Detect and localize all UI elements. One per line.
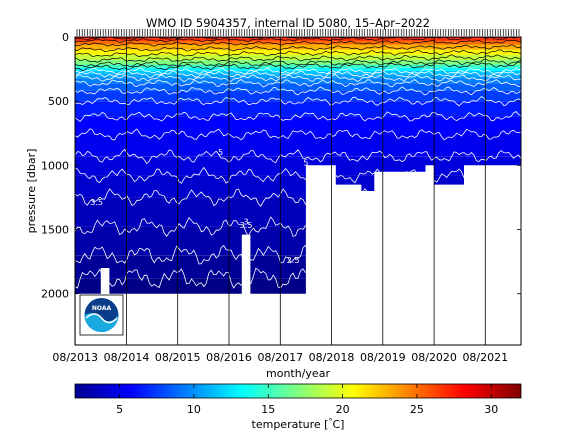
x-tick-label: 08/2013 [52,351,98,364]
colorbar-tick-label: 5 [116,403,123,416]
isotherm-line [75,128,521,141]
x-tick-label: 08/2021 [462,351,508,364]
contour-label: 2.5 [287,256,300,265]
contour-label: 3.5 [240,221,253,230]
isotherm-line [75,54,521,63]
isotherm-line [75,74,521,83]
isotherm-line [75,67,521,75]
isotherm-line [75,37,521,43]
temperature-band [75,156,521,176]
contour-label: 3 [244,217,249,226]
chart-title: WMO ID 5904357, internal ID 5080, 15–Apr… [146,16,430,30]
colorbar-tick-label: 25 [410,403,424,416]
y-axis-label: pressure [dbar] [25,149,38,234]
contour-label: 3.5 [90,198,103,207]
isotherm-line [75,44,521,52]
temperature-band [75,64,521,68]
temperature-band [75,134,521,157]
plot-frame [74,36,522,346]
logo-text: NOAA [92,305,112,312]
colorbar-gradient [74,383,522,399]
x-tick-label: 08/2016 [206,351,252,364]
x-tick-label: 08/2017 [257,351,303,364]
temperature-band [75,90,521,102]
y-tick-label: 0 [62,31,69,44]
isotherm-line [75,110,521,123]
isotherm-line [75,70,521,78]
temperature-band [75,60,521,65]
colorbar-tick-label: 15 [261,403,275,416]
contour-label: 5 [303,158,308,167]
colorbar-tick-label: 30 [484,403,498,416]
temperature-band [75,83,521,91]
isotherm-line [75,95,521,107]
plot-area: 3.533.52.555 08/2013 08/2014 08/2015 08/201… [41,29,522,364]
x-tick-label: 08/2019 [360,351,406,364]
colorbar-label: temperature [°C] [252,417,345,431]
temperature-band [75,101,521,117]
x-tick-label: 08/2018 [309,351,355,364]
temperature-band [75,55,521,61]
contour-labels: 3.533.52.555 [90,148,308,265]
isotherm-line [75,61,521,72]
isotherm-line [75,166,521,184]
x-axis-label: month/year [266,367,330,380]
isotherm-line [75,148,521,165]
colorbar-tick-label: 20 [336,403,350,416]
contour-label: 5 [218,148,223,157]
isotherm-line [75,39,521,47]
y-axis: 0 500 1000 1500 2000 [41,31,521,301]
isotherm-line [75,49,521,57]
y-tick-label: 500 [48,95,69,108]
isotherm-line [75,79,521,88]
x-axis: 08/2013 08/2014 08/2015 08/2016 08/2017 08/20… [52,351,508,364]
x-tick-label: 08/2015 [155,351,201,364]
colorbar-tick-label: 10 [187,403,201,416]
temperature-band [75,44,521,50]
x-tick-label: 08/2020 [411,351,457,364]
y-tick-label: 2000 [41,288,69,301]
isotherm-line [75,86,521,96]
x-tick-label: 08/2014 [104,351,150,364]
temperature-band [75,78,521,84]
y-tick-label: 1500 [41,224,69,237]
noaa-logo: NOAA [79,294,124,336]
profile-tick-marks [76,29,520,36]
y-tick-label: 1000 [41,159,69,172]
colorbar: 5 10 15 20 25 30 [74,383,522,416]
isotherm-line [75,58,521,68]
